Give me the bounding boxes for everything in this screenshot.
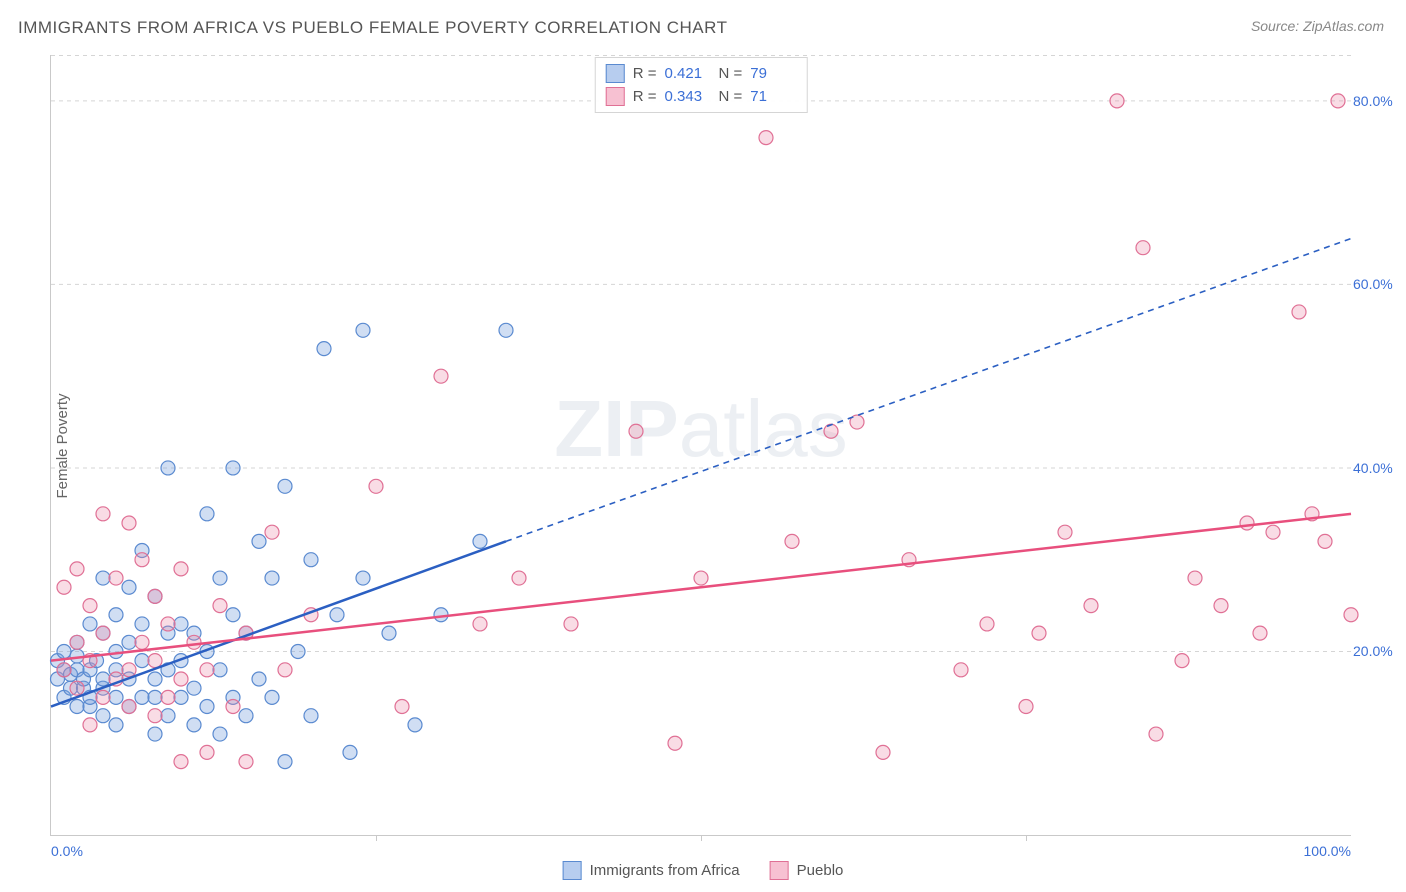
swatch-series1: [563, 861, 582, 880]
legend-item-series1: Immigrants from Africa: [563, 861, 740, 880]
y-tick-label: 60.0%: [1353, 276, 1406, 292]
n-label: N =: [719, 88, 743, 105]
swatch-series1: [606, 64, 625, 83]
legend-label-series1: Immigrants from Africa: [590, 862, 740, 879]
n-value-series2: 71: [750, 88, 796, 105]
legend-item-series2: Pueblo: [770, 861, 844, 880]
chart-svg: [51, 55, 1351, 835]
y-tick-label: 40.0%: [1353, 460, 1406, 476]
swatch-series2: [770, 861, 789, 880]
n-label: N =: [719, 65, 743, 82]
source-label: Source: ZipAtlas.com: [1251, 18, 1384, 34]
plot-area: ZIPatlas R = 0.421 N = 79 R = 0.343 N = …: [50, 55, 1351, 836]
r-label: R =: [633, 88, 657, 105]
legend-label-series2: Pueblo: [797, 862, 844, 879]
n-value-series1: 79: [750, 65, 796, 82]
r-value-series2: 0.343: [665, 88, 711, 105]
bottom-legend: Immigrants from Africa Pueblo: [563, 861, 844, 880]
x-tick: [1026, 835, 1027, 841]
swatch-series2: [606, 87, 625, 106]
x-tick: [376, 835, 377, 841]
stats-row-series1: R = 0.421 N = 79: [606, 62, 797, 85]
x-tick-label: 0.0%: [51, 843, 83, 859]
stats-row-series2: R = 0.343 N = 71: [606, 85, 797, 108]
x-tick-label: 100.0%: [1304, 843, 1351, 859]
y-tick-label: 80.0%: [1353, 93, 1406, 109]
chart-title: IMMIGRANTS FROM AFRICA VS PUEBLO FEMALE …: [18, 18, 727, 38]
stats-legend-box: R = 0.421 N = 79 R = 0.343 N = 71: [595, 57, 808, 113]
r-value-series1: 0.421: [665, 65, 711, 82]
y-tick-label: 20.0%: [1353, 643, 1406, 659]
r-label: R =: [633, 65, 657, 82]
x-tick: [701, 835, 702, 841]
